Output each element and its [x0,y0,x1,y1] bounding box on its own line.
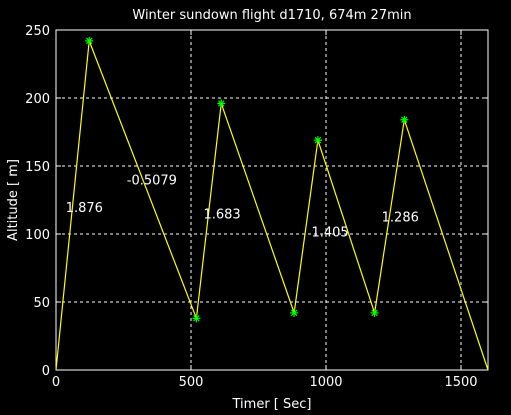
x-tick-label: 1500 [444,375,477,390]
tick-group: 0 500 1000 1500 0 50 100 150 200 250 [25,24,488,390]
star-marker [192,314,201,323]
slope-annotation: 1.683 [203,208,240,223]
y-tick-label: 50 [33,296,50,311]
slope-annotation: 1.405 [311,225,348,240]
y-axis-label: Altitude [ m] [6,159,21,241]
x-tick-label: 1000 [309,375,342,390]
star-marker [217,99,226,108]
slope-annotation: -0.5079 [127,174,177,189]
y-tick-label: 0 [42,364,50,379]
star-marker [290,308,299,317]
y-tick-label: 250 [25,24,50,39]
chart-title: Winter sundown flight d1710, 674m 27min [132,8,411,23]
star-marker [370,308,379,317]
x-axis-label: Timer [ Sec] [232,397,312,412]
slope-annotation: 1.286 [382,210,419,225]
y-tick-label: 200 [25,92,50,107]
star-marker [85,36,94,45]
x-tick-label: 500 [179,375,204,390]
y-tick-label: 100 [25,228,50,243]
star-marker [400,115,409,124]
x-tick-label: 0 [52,375,60,390]
axes-box [55,29,489,371]
marker-group [85,36,409,323]
annotation-group: 1.876 -0.5079 1.683 1.405 1.286 [66,174,419,241]
grid-lines [56,30,488,370]
slope-annotation: 1.876 [66,201,103,216]
star-marker [313,136,322,145]
y-tick-label: 150 [25,160,50,175]
